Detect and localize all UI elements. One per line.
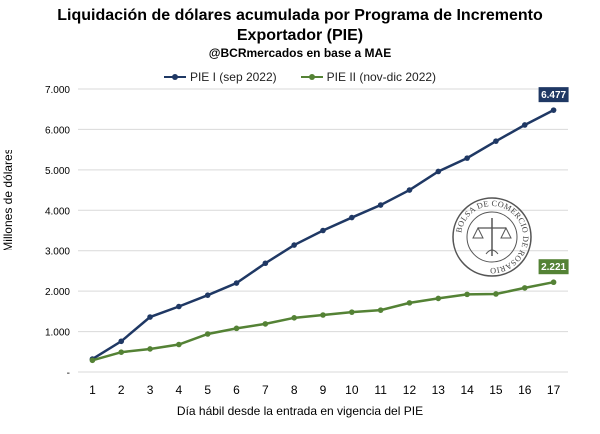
y-axis-label: Millones de dólares [2,150,15,250]
x-tick-label: 13 [432,383,446,397]
legend-swatch-pie2 [300,74,323,80]
x-tick-label: 5 [204,383,211,397]
series-1-point [493,138,499,144]
series-2-end-label-box [538,259,569,275]
chart-legend: PIE I (sep 2022) PIE II (nov-dic 2022) [0,70,600,84]
chart-title: Liquidación de dólares acumulada por Pro… [57,7,543,24]
y-axis-label-box: Millones de dólares [2,150,15,250]
bcr-seal-logo: BOLSA DE COMERCIO DE ROSARIO [452,197,532,277]
y-tick-label: 7.000 [45,85,70,96]
x-axis-label: Día hábil desde la entrada en vigencia d… [176,404,424,418]
y-tick-label: 1.000 [45,328,70,339]
chart-title-line2: Exportador (PIE) [236,27,364,44]
series-2-point [291,315,297,321]
x-tick-label: 14 [460,383,474,397]
series-1-point [377,202,384,208]
legend-label-pie1: PIE I (sep 2022) [189,70,277,84]
y-tick-label: 6.000 [45,125,70,136]
series-2-point [320,312,326,318]
series-1-end-label-box [538,87,569,103]
x-tick-label: 7 [262,383,269,397]
x-tick-label: 9 [320,383,327,397]
series-2-point [464,291,470,298]
series-2-point [349,309,355,315]
series-2-point [435,295,442,302]
series-1-point [320,227,326,234]
x-tick-label: 17 [547,383,561,397]
series-1-point [550,107,557,113]
legend-swatch-pie1 [163,74,186,80]
chart-subtitle: @BCRmercados en base a MAE [208,46,392,60]
series-1-point [464,155,470,161]
x-tick-label: 12 [403,383,417,397]
x-tick-label: 6 [233,383,240,397]
series-2-point [493,291,499,297]
series-2-point [521,285,528,291]
series-1-point [406,187,413,193]
series-1-point [349,214,355,221]
series-2-point [118,349,125,355]
series-line-2 [92,280,554,362]
series-1-point [262,260,269,267]
series-1-point [204,292,211,298]
series-2-point [147,346,153,352]
y-tick-label: 5.000 [45,166,70,177]
y-tick-label: - [67,368,70,379]
series-2-point [262,321,269,327]
series-1-point [291,242,297,248]
legend-item-pie2: PIE II (nov-dic 2022) [300,70,437,84]
y-tick-label: 3.000 [45,247,70,258]
x-tick-label: 15 [489,383,503,397]
y-tick-label: 2.000 [45,287,70,298]
series-1-point [435,168,442,175]
series-2-end-label: 2.221 [541,262,566,273]
series-2-point [176,341,182,348]
series-2-point [233,325,240,332]
series-1-end-label: 6.477 [541,90,566,101]
x-tick-label: 4 [176,383,183,397]
x-tick-label: 16 [518,383,532,397]
x-tick-label: 8 [291,383,298,397]
x-tick-label: 10 [345,383,359,397]
series-2-point [406,300,413,306]
x-tick-label: 11 [374,383,387,397]
series-2-point [204,331,211,337]
series-1-point [118,338,125,345]
y-tick-label: 4.000 [45,206,70,217]
series-1-point [176,303,182,310]
series-2-point [377,307,384,313]
legend-item-pie1: PIE I (sep 2022) [163,70,277,84]
series-2-point [550,279,557,286]
series-1-point [521,122,528,128]
x-tick-label: 3 [147,383,154,397]
series-1-point [233,280,240,286]
x-tick-label: 1 [89,383,96,397]
series-1-point [147,314,153,320]
x-tick-label: 2 [118,383,125,397]
series-2-point [89,357,96,364]
legend-label-pie2: PIE II (nov-dic 2022) [326,70,437,84]
